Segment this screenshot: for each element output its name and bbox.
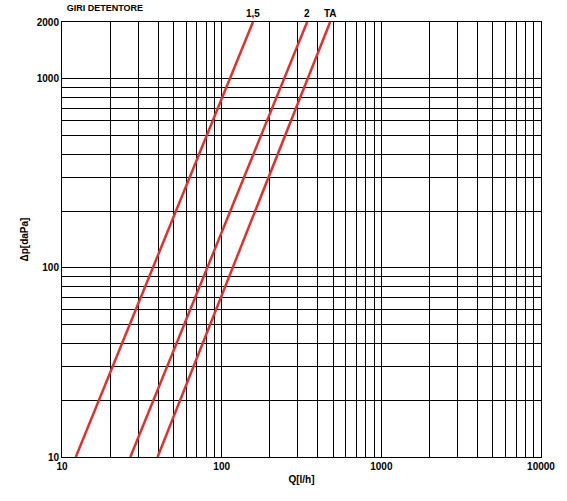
svg-text:2000: 2000	[37, 17, 60, 28]
svg-text:2: 2	[304, 8, 310, 19]
svg-text:Q[l/h]: Q[l/h]	[288, 474, 314, 485]
svg-text:1000: 1000	[370, 461, 393, 472]
svg-text:100: 100	[213, 461, 230, 472]
svg-text:100: 100	[42, 262, 59, 273]
svg-text:10: 10	[48, 452, 60, 463]
svg-text:GIRI DETENTORE: GIRI DETENTORE	[67, 3, 143, 13]
svg-text:TA: TA	[324, 8, 337, 19]
svg-text:10000: 10000	[527, 461, 555, 472]
svg-text:1,5: 1,5	[246, 8, 260, 19]
svg-text:1000: 1000	[37, 73, 60, 84]
svg-text:Δp[daPa]: Δp[daPa]	[19, 218, 30, 262]
svg-text:10: 10	[56, 461, 68, 472]
